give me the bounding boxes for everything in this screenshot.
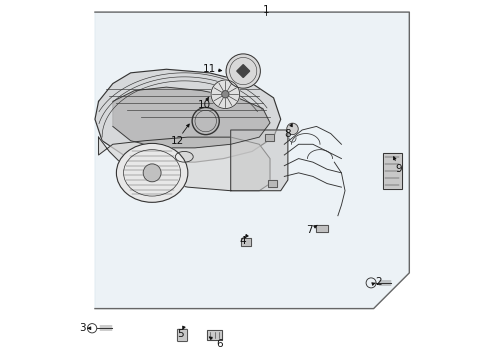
Text: 10: 10 bbox=[197, 100, 211, 110]
Text: 11: 11 bbox=[203, 64, 216, 74]
Ellipse shape bbox=[117, 143, 188, 202]
Circle shape bbox=[222, 91, 229, 98]
Text: 8: 8 bbox=[285, 129, 291, 139]
Polygon shape bbox=[95, 69, 281, 162]
Text: 2: 2 bbox=[376, 277, 382, 287]
Bar bbox=[317, 225, 328, 232]
Text: 6: 6 bbox=[217, 339, 223, 348]
Bar bbox=[207, 330, 222, 340]
Bar bbox=[207, 330, 222, 340]
Text: 1: 1 bbox=[263, 5, 270, 15]
Circle shape bbox=[226, 54, 260, 88]
Bar bbox=[265, 134, 273, 141]
Bar bbox=[383, 153, 402, 189]
Bar bbox=[265, 134, 273, 141]
Polygon shape bbox=[113, 87, 270, 148]
Circle shape bbox=[211, 80, 240, 109]
Circle shape bbox=[287, 123, 298, 135]
Text: 12: 12 bbox=[171, 136, 184, 146]
Bar bbox=[241, 238, 251, 246]
Text: 5: 5 bbox=[177, 329, 184, 339]
Polygon shape bbox=[98, 137, 270, 191]
Polygon shape bbox=[231, 130, 288, 191]
Text: 7: 7 bbox=[306, 225, 313, 235]
Text: 3: 3 bbox=[79, 323, 86, 333]
Text: 9: 9 bbox=[395, 164, 402, 174]
Polygon shape bbox=[237, 64, 249, 77]
Text: 4: 4 bbox=[240, 236, 246, 246]
Circle shape bbox=[143, 164, 161, 182]
Bar bbox=[317, 225, 328, 232]
Bar bbox=[383, 153, 402, 189]
Bar bbox=[241, 238, 251, 246]
Bar bbox=[268, 180, 277, 187]
Bar bbox=[268, 180, 277, 187]
Polygon shape bbox=[95, 12, 409, 309]
FancyBboxPatch shape bbox=[177, 329, 188, 342]
